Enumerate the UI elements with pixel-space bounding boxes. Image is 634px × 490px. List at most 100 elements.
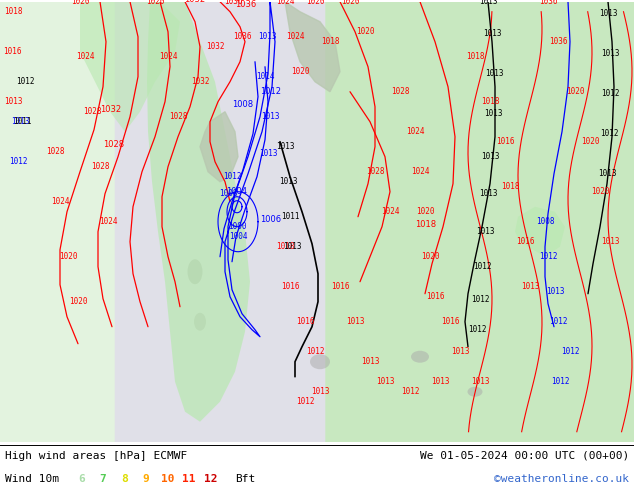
Polygon shape — [147, 2, 250, 422]
Text: 1020: 1020 — [291, 67, 309, 76]
Text: 1028: 1028 — [83, 107, 101, 116]
Ellipse shape — [194, 313, 206, 331]
Text: 1013: 1013 — [451, 347, 469, 356]
Text: 1024: 1024 — [51, 197, 69, 206]
Text: 1028: 1028 — [169, 112, 187, 121]
Text: 1020: 1020 — [306, 0, 324, 6]
Text: 1013: 1013 — [598, 9, 618, 18]
Text: 1006: 1006 — [260, 215, 281, 224]
Text: We 01-05-2024 00:00 UTC (00+00): We 01-05-2024 00:00 UTC (00+00) — [420, 450, 629, 461]
Text: 1012: 1012 — [560, 347, 579, 356]
Text: 1013: 1013 — [598, 169, 616, 178]
Polygon shape — [200, 112, 238, 182]
Text: 1008: 1008 — [219, 189, 237, 198]
Text: 1020: 1020 — [71, 0, 89, 6]
Text: 8: 8 — [121, 474, 127, 484]
Text: 1024: 1024 — [411, 167, 429, 176]
Text: 1036: 1036 — [539, 0, 557, 6]
Text: 1020: 1020 — [68, 297, 87, 306]
Text: 1020: 1020 — [421, 252, 439, 261]
Text: 9: 9 — [143, 474, 149, 484]
Text: 1032: 1032 — [191, 77, 209, 86]
Text: 1013: 1013 — [259, 149, 277, 158]
Text: 1036: 1036 — [224, 0, 242, 6]
Text: 1028: 1028 — [91, 162, 109, 171]
Text: 1018: 1018 — [501, 182, 519, 191]
Text: 1013: 1013 — [471, 377, 489, 386]
Text: 1024: 1024 — [158, 52, 178, 61]
Text: 1016: 1016 — [496, 137, 514, 146]
Text: 1012: 1012 — [539, 252, 557, 261]
Text: 6: 6 — [78, 474, 84, 484]
Text: 11: 11 — [182, 474, 196, 484]
Text: 1032: 1032 — [100, 105, 121, 114]
Text: 1012: 1012 — [9, 157, 27, 166]
Text: 1012: 1012 — [551, 377, 569, 386]
Text: 1024: 1024 — [99, 217, 117, 226]
Text: 1028: 1028 — [366, 167, 384, 176]
Text: 1013: 1013 — [521, 282, 540, 291]
FancyBboxPatch shape — [115, 1, 325, 442]
Text: Wind 10m: Wind 10m — [5, 474, 59, 484]
Text: 1013: 1013 — [276, 142, 294, 151]
Text: 1013: 1013 — [482, 29, 501, 38]
Text: 1016: 1016 — [281, 282, 299, 291]
Text: 1011: 1011 — [13, 117, 31, 126]
Text: 1024: 1024 — [276, 0, 294, 6]
Text: 1032: 1032 — [206, 42, 224, 51]
Polygon shape — [80, 2, 180, 132]
Polygon shape — [285, 2, 340, 92]
Text: 1012: 1012 — [306, 347, 324, 356]
Text: 1013: 1013 — [479, 0, 497, 6]
Text: 1020: 1020 — [591, 187, 609, 196]
Text: 1012: 1012 — [549, 317, 567, 326]
Text: 1024: 1024 — [381, 207, 399, 216]
Text: 1020: 1020 — [356, 27, 374, 36]
Text: 1020: 1020 — [416, 207, 434, 216]
Polygon shape — [515, 207, 565, 257]
Text: 1016: 1016 — [441, 317, 459, 326]
Text: 1013: 1013 — [485, 69, 503, 78]
Text: 1012: 1012 — [295, 397, 314, 406]
Text: 1013: 1013 — [601, 237, 619, 246]
Text: 1018: 1018 — [481, 97, 499, 106]
Text: 1013: 1013 — [261, 112, 279, 121]
Text: 1013: 1013 — [346, 317, 365, 326]
Text: 1008: 1008 — [536, 217, 554, 226]
Ellipse shape — [467, 387, 482, 397]
Text: 1004: 1004 — [226, 187, 247, 196]
Text: 1016: 1016 — [3, 47, 22, 56]
Text: 1018: 1018 — [4, 7, 22, 16]
Text: 1013: 1013 — [11, 117, 29, 126]
Text: 1013: 1013 — [376, 377, 394, 386]
FancyBboxPatch shape — [309, 1, 634, 442]
Text: 1013: 1013 — [430, 377, 450, 386]
Text: 1018: 1018 — [415, 220, 436, 229]
Text: 1013: 1013 — [601, 49, 619, 58]
Text: 1013: 1013 — [279, 177, 297, 186]
Text: 1012: 1012 — [473, 262, 491, 271]
Ellipse shape — [310, 354, 330, 369]
Text: 1012: 1012 — [223, 172, 242, 181]
Text: 1008: 1008 — [232, 100, 253, 109]
Text: ©weatheronline.co.uk: ©weatheronline.co.uk — [494, 474, 629, 484]
Text: 1036: 1036 — [233, 32, 251, 41]
Text: 1012: 1012 — [401, 387, 419, 396]
Text: 1012: 1012 — [468, 325, 486, 334]
Text: 1013: 1013 — [546, 287, 564, 296]
Text: 1013: 1013 — [479, 189, 497, 198]
Text: 1016: 1016 — [515, 237, 534, 246]
Text: 1020: 1020 — [581, 137, 599, 146]
Text: 1013: 1013 — [283, 242, 301, 251]
Text: 1012: 1012 — [16, 77, 34, 86]
Text: 1024: 1024 — [75, 52, 94, 61]
Text: 1018: 1018 — [276, 242, 294, 251]
Text: 1016: 1016 — [295, 317, 314, 326]
Text: 1000: 1000 — [228, 222, 246, 231]
Text: 1012: 1012 — [471, 295, 489, 304]
Text: 1014: 1014 — [256, 72, 275, 81]
Text: 1020: 1020 — [340, 0, 359, 6]
Text: 1020: 1020 — [59, 252, 77, 261]
Text: 1018: 1018 — [466, 52, 484, 61]
Text: 1013: 1013 — [476, 227, 495, 236]
